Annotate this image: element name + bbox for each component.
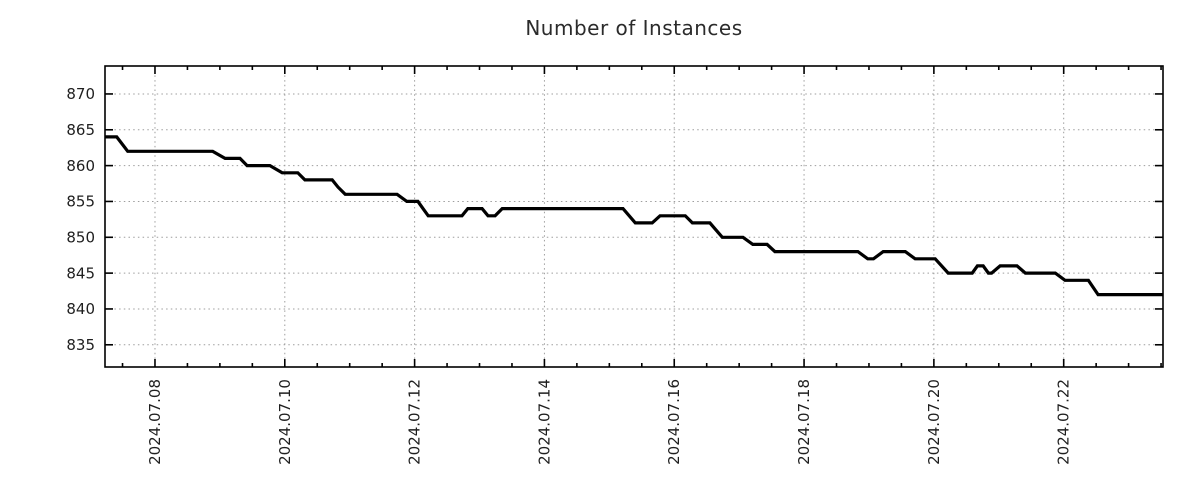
- y-tick-label: 835: [66, 336, 95, 354]
- y-tick-labels: 835 840 845 850 855 860 865 870: [66, 85, 95, 354]
- y-tick-label: 850: [66, 229, 95, 247]
- x-tick-label: 2024.07.08: [146, 379, 164, 465]
- x-tick-label: 2024.07.16: [665, 379, 683, 465]
- y-tick-label: 870: [66, 85, 95, 103]
- grid-lines: [105, 66, 1163, 367]
- chart-title: Number of Instances: [525, 16, 743, 40]
- x-tick-label: 2024.07.10: [276, 379, 294, 465]
- plot-frame: [104, 65, 1164, 368]
- data-line-instances: [105, 135, 1163, 297]
- x-tick-label: 2024.07.18: [795, 379, 813, 465]
- y-tick-label: 845: [66, 264, 95, 282]
- y-tick-label: 860: [66, 157, 95, 175]
- y-tick-label: 865: [66, 121, 95, 139]
- x-tick-label: 2024.07.22: [1055, 379, 1073, 465]
- y-tick-label: 855: [66, 193, 95, 211]
- x-tick-label: 2024.07.20: [925, 379, 943, 465]
- x-tick-labels: 2024.07.08 2024.07.10 2024.07.12 2024.07.14…: [146, 379, 1073, 465]
- y-tick-label: 840: [66, 300, 95, 318]
- axis-ticks: [105, 66, 1163, 367]
- x-tick-label: 2024.07.14: [535, 379, 553, 465]
- x-tick-label: 2024.07.12: [406, 379, 424, 465]
